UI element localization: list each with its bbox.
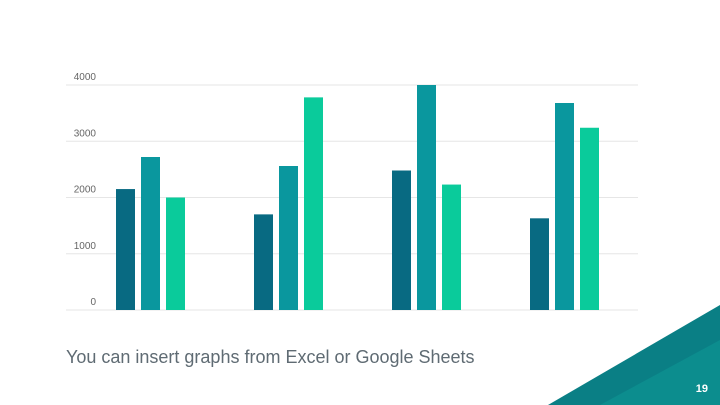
y-tick-label: 1000: [74, 241, 97, 252]
y-tick-label: 2000: [74, 185, 97, 196]
page-number: 19: [695, 383, 708, 395]
y-tick-label: 4000: [74, 72, 97, 83]
bar-series-3-group-1: [166, 197, 185, 310]
y-axis-ticks: 0 1000 2000 3000 4000: [74, 72, 97, 308]
y-tick-label: 3000: [74, 128, 97, 139]
bar-series-3-group-2: [304, 97, 323, 310]
bar-series-2-group-1: [141, 157, 160, 310]
bar-series-2-group-4: [555, 103, 574, 310]
bar-series-1-group-2: [254, 214, 273, 310]
bar-series-3-group-3: [442, 184, 461, 310]
bars: [116, 85, 599, 310]
y-tick-label: 0: [90, 297, 96, 308]
slide-caption: You can insert graphs from Excel or Goog…: [66, 347, 475, 367]
bar-series-2-group-2: [279, 166, 298, 310]
bar-series-3-group-4: [580, 127, 599, 310]
bar-series-2-group-3: [417, 85, 436, 310]
bar-series-1-group-4: [530, 218, 549, 310]
bar-series-1-group-3: [392, 170, 411, 310]
bar-series-1-group-1: [116, 189, 135, 310]
